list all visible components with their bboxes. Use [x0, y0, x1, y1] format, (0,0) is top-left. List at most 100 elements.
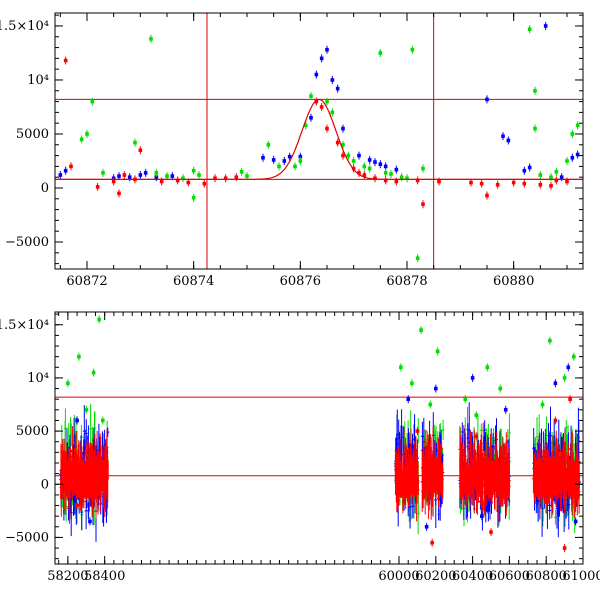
point-s1-34 [421, 164, 425, 173]
y-tick-label-4: 1.5×10⁴ [0, 19, 49, 34]
point-s0-0 [58, 171, 63, 180]
plot-area-1 [55, 315, 583, 553]
y-tick-label-1: 0 [41, 477, 49, 492]
y-tick-label-4: 1.5×10⁴ [0, 318, 49, 333]
point-s1-16 [293, 162, 297, 171]
point-s2-36 [549, 181, 553, 190]
point-s1-22 [341, 140, 345, 149]
point-s0-21 [357, 151, 361, 160]
x-tick-label-6: 60800 [526, 569, 567, 584]
x-tick-label-2: 60876 [280, 274, 321, 289]
point-s1-6 [480, 512, 484, 521]
x-tick-label-3: 60878 [386, 274, 427, 289]
point-s2-7 [562, 544, 567, 553]
point-s0-27 [485, 95, 489, 104]
point-s1-2 [406, 395, 411, 404]
point-s1-20 [325, 97, 329, 106]
point-s1-36 [533, 124, 537, 133]
point-s1-8 [181, 174, 185, 183]
x-tick-label-4: 60400 [452, 569, 493, 584]
point-s2-15 [314, 97, 319, 106]
point-s2-33 [511, 178, 516, 187]
point-s0-1 [77, 352, 81, 361]
point-s0-18 [572, 352, 576, 361]
point-s1-6 [149, 34, 153, 43]
point-s0-8 [419, 326, 423, 335]
point-s2-12 [213, 174, 217, 183]
point-s1-8 [553, 379, 558, 388]
point-s1-31 [405, 174, 409, 183]
point-s1-29 [389, 169, 393, 178]
point-s1-18 [303, 121, 308, 130]
plot-frame-1 [54, 311, 584, 565]
point-s2-21 [357, 168, 361, 177]
point-s2-3 [430, 538, 434, 547]
point-s1-11 [191, 193, 196, 202]
cloud-0-baseline [60, 456, 109, 500]
point-s2-30 [479, 179, 484, 188]
point-s0-12 [287, 152, 292, 161]
point-s0-35 [575, 150, 580, 159]
x-tick-label-5: 60600 [489, 569, 530, 584]
point-s1-1 [88, 517, 92, 526]
point-s0-5 [138, 171, 143, 180]
point-s1-23 [346, 151, 351, 160]
point-s1-43 [575, 121, 580, 130]
y-tick-label-3: 10⁴ [27, 371, 49, 386]
point-s1-24 [351, 156, 356, 165]
point-s1-10 [197, 171, 201, 180]
point-s2-2 [95, 182, 100, 191]
point-s2-1 [69, 162, 73, 171]
point-s2-4 [117, 189, 121, 198]
plot-area-0 [55, 13, 583, 269]
point-s2-26 [415, 176, 420, 185]
y-tick-label-0: −5000 [5, 530, 49, 545]
x-tick-label-2: 60000 [378, 569, 419, 584]
y-axis-1: −5000 0 5000 10⁴ 1.5×10⁴ [0, 313, 583, 560]
point-s0-10 [271, 155, 276, 164]
point-s2-9 [175, 176, 180, 185]
point-s2-32 [495, 180, 500, 189]
cloud-1-baseline [394, 456, 444, 499]
point-s1-3 [101, 168, 105, 177]
x-tick-label-1: 58400 [84, 569, 125, 584]
point-s0-34 [570, 153, 575, 162]
point-s0-11 [463, 395, 468, 404]
point-s2-31 [485, 191, 489, 200]
point-s2-17 [325, 124, 329, 133]
point-s2-16 [319, 102, 324, 111]
point-s1-5 [470, 373, 475, 382]
point-s2-5 [122, 171, 127, 180]
point-s1-5 [154, 168, 159, 177]
point-s0-10 [435, 347, 440, 356]
point-s0-17 [325, 45, 329, 54]
x-tick-label-1: 60874 [173, 274, 214, 289]
point-s2-35 [538, 180, 543, 189]
point-s0-17 [562, 373, 567, 382]
data-cloud-1 [393, 409, 445, 535]
point-s0-2 [84, 405, 89, 414]
point-s2-5 [489, 528, 493, 537]
point-s1-37 [533, 86, 537, 95]
x-tick-label-0: 60872 [66, 274, 107, 289]
point-s0-29 [506, 136, 511, 145]
point-s0-1 [63, 166, 68, 175]
point-s1-38 [538, 171, 543, 180]
point-s1-19 [309, 92, 313, 101]
point-s1-14 [266, 140, 271, 149]
cloud-2-baseline [459, 456, 510, 499]
data-cloud-3 [532, 406, 581, 538]
point-s2-4 [474, 432, 479, 441]
x-axis-0: 60872 60874 60876 60878 60880 [59, 13, 568, 289]
point-s1-40 [554, 167, 559, 176]
plot-frame-0 [54, 12, 584, 270]
point-s0-24 [378, 160, 383, 169]
x-tick-label-3: 60200 [415, 569, 456, 584]
point-s0-19 [335, 84, 340, 93]
point-s0-14 [309, 113, 313, 122]
model-curve [55, 98, 583, 180]
